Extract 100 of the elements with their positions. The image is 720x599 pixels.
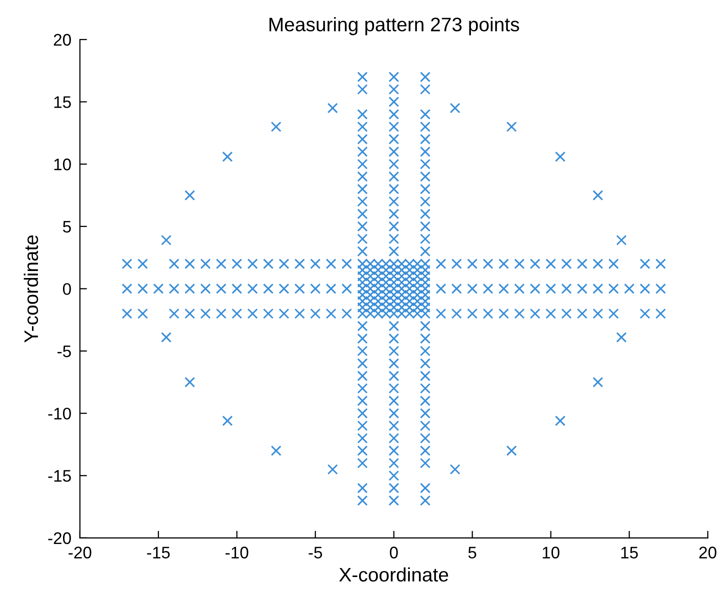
point <box>122 258 132 270</box>
point <box>357 196 368 207</box>
point <box>420 383 430 394</box>
point <box>514 283 525 294</box>
point <box>546 283 556 294</box>
point <box>420 358 430 369</box>
point <box>357 184 368 194</box>
point <box>498 283 509 294</box>
point <box>294 283 305 294</box>
point <box>388 72 400 82</box>
point <box>184 376 196 388</box>
point <box>420 158 430 170</box>
point <box>436 308 446 319</box>
point <box>341 308 352 319</box>
point <box>467 283 478 294</box>
point <box>388 121 400 132</box>
point <box>420 408 430 419</box>
point <box>357 432 368 444</box>
point <box>420 396 430 406</box>
y-tick-label: -5 <box>58 346 71 358</box>
point <box>451 308 462 319</box>
y-tick-label: 10 <box>54 158 71 170</box>
point <box>216 258 226 270</box>
point <box>420 221 430 232</box>
point <box>263 283 274 294</box>
x-tick-label: -5 <box>308 546 322 558</box>
point <box>357 72 368 82</box>
x-axis-title: X-coordinate <box>339 567 448 582</box>
point <box>168 308 180 319</box>
point <box>388 196 400 207</box>
point <box>278 283 290 294</box>
point <box>326 283 336 294</box>
point <box>357 482 368 494</box>
point <box>357 158 368 170</box>
point <box>388 146 400 157</box>
point <box>357 109 368 120</box>
point <box>263 308 274 319</box>
point <box>420 445 430 456</box>
point <box>498 308 509 319</box>
point <box>270 121 282 132</box>
point <box>168 258 180 270</box>
point <box>137 258 148 270</box>
point <box>420 121 430 132</box>
point <box>554 416 566 426</box>
point <box>561 308 572 319</box>
point <box>184 283 196 294</box>
point <box>184 308 196 319</box>
point <box>616 234 627 246</box>
point <box>388 370 400 382</box>
point <box>420 482 430 494</box>
y-tick-label: -20 <box>48 532 71 544</box>
point <box>608 308 619 319</box>
point <box>624 283 635 294</box>
point <box>232 283 242 294</box>
point <box>388 383 400 394</box>
point <box>420 184 430 194</box>
point <box>222 151 233 162</box>
point <box>388 234 400 244</box>
point <box>388 96 400 108</box>
point <box>420 84 430 95</box>
point <box>592 308 604 319</box>
point <box>420 346 430 356</box>
point <box>357 84 368 95</box>
point <box>200 258 211 270</box>
point <box>592 283 604 294</box>
point <box>357 396 368 406</box>
point <box>388 184 400 194</box>
point <box>420 370 430 382</box>
point <box>388 482 400 494</box>
x-tick-label: 20 <box>699 546 716 558</box>
y-tick-label: 5 <box>62 220 71 233</box>
point <box>137 283 148 294</box>
point <box>200 283 211 294</box>
point <box>388 495 400 506</box>
point <box>357 445 368 456</box>
y-tick-label: 20 <box>54 34 71 46</box>
point <box>357 346 368 356</box>
point <box>420 246 430 257</box>
point <box>561 258 572 270</box>
point <box>420 432 430 444</box>
point <box>357 370 368 382</box>
point <box>168 283 180 294</box>
point <box>357 408 368 419</box>
point <box>640 283 650 294</box>
point <box>420 146 430 157</box>
point <box>514 258 525 270</box>
point <box>420 333 430 344</box>
point <box>326 308 336 319</box>
point <box>420 420 430 432</box>
point <box>232 308 242 319</box>
y-tick-label: 15 <box>54 96 71 108</box>
point <box>184 190 196 201</box>
point <box>232 258 242 270</box>
point <box>247 283 258 294</box>
point <box>357 383 368 394</box>
point <box>388 445 400 456</box>
x-tick-label: -10 <box>226 546 248 558</box>
point <box>608 283 619 294</box>
point <box>160 234 172 246</box>
point <box>216 283 226 294</box>
